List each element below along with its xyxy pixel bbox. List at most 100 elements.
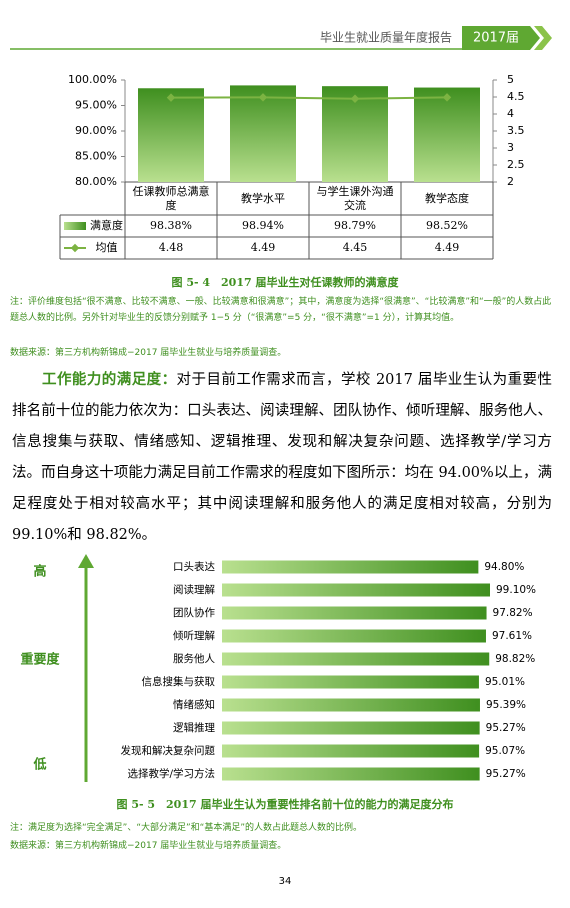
data-label: 99.10% <box>496 584 536 596</box>
legend-label: 满意度 <box>90 219 123 232</box>
paragraph: 工作能力的满足度：对于目前工作需求而言，学校 2017 届毕业生认为重要性排名前… <box>12 364 552 551</box>
y-tick-label: 倾听理解 <box>173 629 215 642</box>
x-tick-label: 任课教师总满意度 <box>132 184 210 212</box>
figure-caption: 图 5- 4 2017 届毕业生对任课教师的满意度 <box>171 276 399 289</box>
bar <box>222 767 480 781</box>
cell: 98.79% <box>334 219 376 232</box>
cell: 4.49 <box>250 241 276 254</box>
y-tick-label: 逻辑推理 <box>173 721 215 734</box>
cell: 均值 <box>95 241 118 254</box>
y-tick-label: 信息搜集与获取 <box>142 675 216 688</box>
data-label: 94.80% <box>484 561 524 573</box>
figure-note: 注：评价维度包括“很不满意、比较不满意、一般、比较满意和很满意”；其中，满意度为… <box>10 297 552 323</box>
cell: 98.94% <box>242 219 284 232</box>
cell: 教学态度 <box>425 191 469 205</box>
line-marker <box>350 94 360 103</box>
table-value: 4.49 <box>434 241 460 254</box>
bar <box>222 652 490 666</box>
data-label: 95.01% <box>485 676 525 688</box>
y2-tick-label: 3 <box>507 141 514 154</box>
axis-label: 重要度 <box>20 652 60 668</box>
axis-label: 低 <box>32 757 46 773</box>
data-label: 97.61% <box>492 630 532 642</box>
y-tick-label: 口头表达 <box>173 560 215 573</box>
table-value: 4.49 <box>250 241 276 254</box>
badge <box>462 26 540 50</box>
bar <box>222 583 490 597</box>
cell: 任课教师总满意度 <box>132 184 210 212</box>
cell: 教学水平 <box>241 191 285 205</box>
header-title: 毕业生就业质量年度报告 <box>320 30 452 45</box>
y-tick-label: 发现和解决复杂问题 <box>121 744 216 757</box>
y-tick-label: 团队协作 <box>173 606 215 619</box>
data-label: 95.07% <box>485 745 525 757</box>
cell: 4.48 <box>158 241 184 254</box>
bar <box>222 629 486 643</box>
y2-tick-label: 4.5 <box>507 90 525 103</box>
x-tick-label: 教学态度 <box>425 191 469 205</box>
legend-swatch <box>64 222 86 230</box>
y-tick-label: 85.00% <box>75 150 117 163</box>
y2-tick-label: 3.5 <box>507 124 525 137</box>
header: 毕业生就业质量年度报告 2017届 <box>10 26 552 50</box>
y-tick-label: 服务他人 <box>173 652 215 665</box>
axis-label: 高 <box>33 564 46 580</box>
data-label: 97.82% <box>493 607 533 619</box>
bar <box>222 560 479 574</box>
cell: 4.49 <box>434 241 460 254</box>
x-tick-label: 教学水平 <box>241 191 285 205</box>
table-value: 98.38% <box>150 219 192 232</box>
figure-source: 数据来源：第三方机构新锦成−2017 届毕业生就业与培养质量调查。 <box>10 841 287 851</box>
bar <box>138 88 204 182</box>
bar <box>222 606 487 620</box>
cell: 98.38% <box>150 219 192 232</box>
chart-1: 80.00% 85.00% 90.00% 95.00% 100.00% 2 2.5 3 3.5 4… <box>59 73 525 260</box>
y2-tick-label: 4 <box>507 107 514 120</box>
table-value: 98.79% <box>334 219 376 232</box>
bar <box>414 87 480 182</box>
line <box>170 96 448 100</box>
figure-source: 数据来源：第三方机构新锦成−2017 届毕业生就业与培养质量调查。 <box>10 348 287 358</box>
badge-chevron <box>534 26 552 50</box>
data-label: 95.27% <box>486 768 526 780</box>
bar <box>222 744 480 758</box>
y-tick-label: 阅读理解 <box>173 583 215 596</box>
y-tick-label: 80.00% <box>75 175 117 188</box>
arrow-head <box>78 554 94 568</box>
figure-caption: 图 5- 5 2017 届毕业生认为重要性排名前十位的能力的满足度分布 <box>116 798 454 811</box>
y2-tick-label: 2 <box>507 175 514 188</box>
paragraph-lead: 工作能力的满足度： <box>42 371 177 388</box>
data-label: 98.82% <box>495 653 535 665</box>
table-value: 98.94% <box>242 219 284 232</box>
legend-marker <box>70 243 80 253</box>
cell: 满意度 <box>90 219 123 232</box>
cell: 98.52% <box>426 219 468 232</box>
bar <box>222 698 480 712</box>
cell: 与学生课外沟通交流 <box>316 184 394 212</box>
y-tick-label: 选择教学/学习方法 <box>127 767 215 780</box>
figure-note: 注：满足度为选择“完全满足”、“大部分满足”和“基本满足”的人数占此题总人数的比… <box>10 823 362 833</box>
y-tick-label: 100.00% <box>68 73 117 86</box>
y2-tick-label: 5 <box>507 73 514 86</box>
x-tick-label: 与学生课外沟通交流 <box>316 184 394 212</box>
bar <box>222 675 479 689</box>
table-value: 98.52% <box>426 219 468 232</box>
header-badge: 2017届 <box>473 31 519 46</box>
data-label: 95.27% <box>486 722 526 734</box>
bar <box>222 721 480 735</box>
data-label: 95.39% <box>486 699 526 711</box>
page-number: 34 <box>278 876 292 887</box>
table-value: 4.45 <box>342 241 368 254</box>
y-tick-label: 90.00% <box>75 124 117 137</box>
y-tick-label: 情绪感知 <box>173 698 215 711</box>
table-value: 4.48 <box>158 241 184 254</box>
y-tick-label: 95.00% <box>75 99 117 112</box>
paragraph-text: 对于目前工作需求而言，学校 2017 届毕业生认为重要性排名前十位的能力依次为：… <box>12 372 552 543</box>
y2-tick-label: 2.5 <box>507 158 525 171</box>
legend-label: 均值 <box>95 241 118 254</box>
cell: 4.45 <box>342 241 368 254</box>
line-marker <box>442 93 452 102</box>
line-marker <box>258 93 268 102</box>
